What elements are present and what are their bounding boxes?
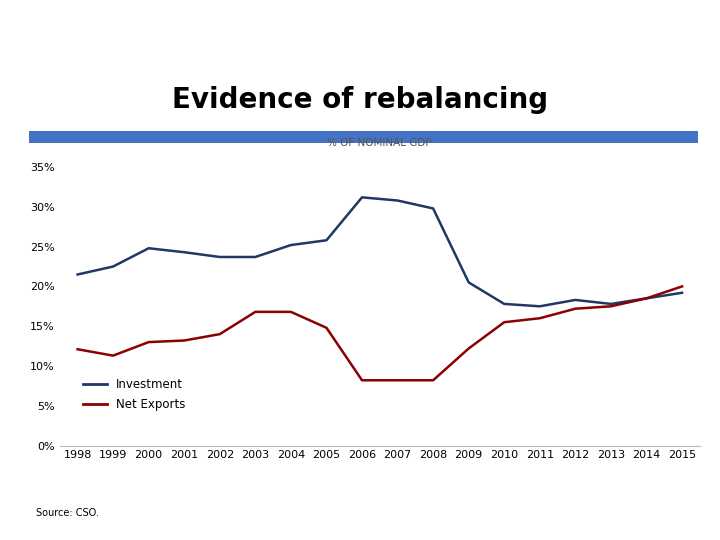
Legend: Investment, Net Exports: Investment, Net Exports [78,374,190,416]
Text: % OF NOMINAL GDP: % OF NOMINAL GDP [328,138,432,149]
Text: Source: CSO.: Source: CSO. [36,508,99,518]
Text: Evidence of rebalancing: Evidence of rebalancing [172,86,548,114]
